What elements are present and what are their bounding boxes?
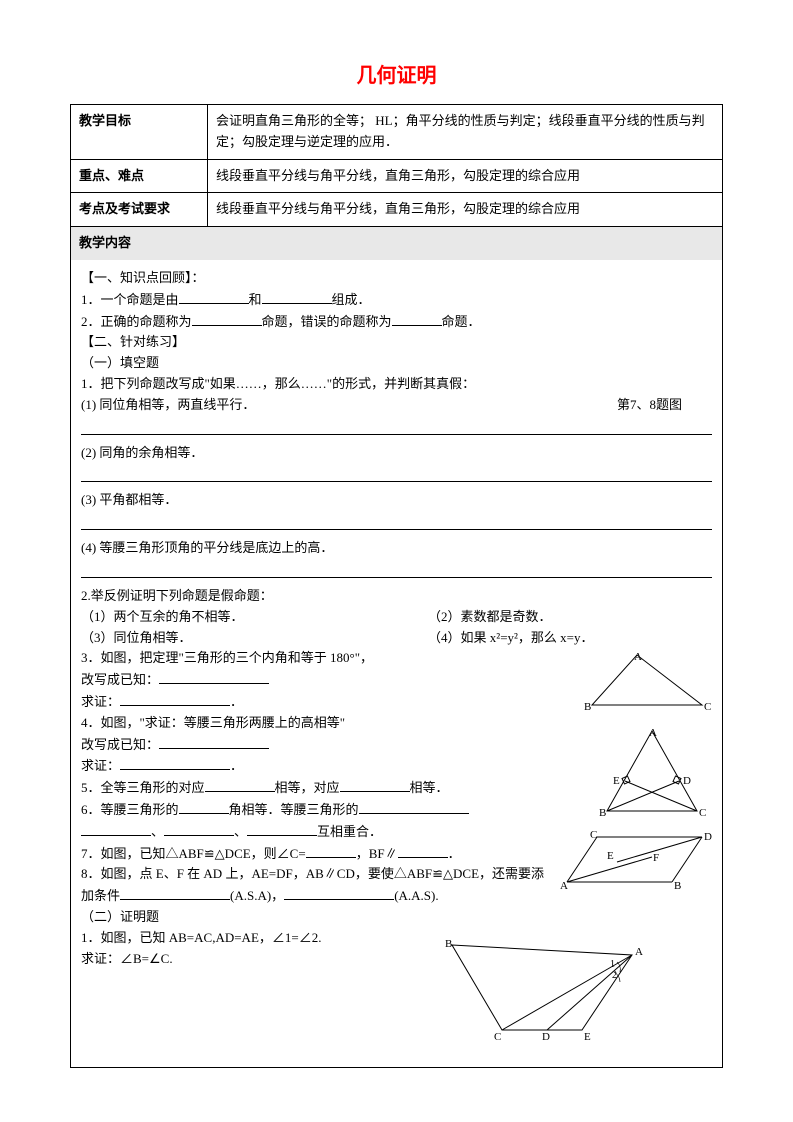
svg-text:C: C bbox=[494, 1031, 501, 1043]
fig-q4: A B C E D bbox=[597, 726, 712, 821]
svg-text:E: E bbox=[607, 850, 614, 862]
blank bbox=[284, 885, 394, 900]
line: 2.举反例证明下列命题是假命题： bbox=[81, 586, 712, 607]
blank bbox=[81, 467, 712, 482]
line: (3) 平角都相等． bbox=[81, 490, 712, 511]
svg-text:B: B bbox=[674, 880, 681, 892]
line: (2) 同角的余角相等． bbox=[81, 443, 712, 464]
blank bbox=[81, 420, 712, 435]
row2-label: 重点、难点 bbox=[71, 159, 208, 193]
blank bbox=[192, 311, 262, 326]
svg-text:D: D bbox=[683, 775, 691, 787]
blank bbox=[81, 563, 712, 578]
fig-proof1: B A C D E 12 bbox=[442, 930, 672, 1045]
blank bbox=[164, 821, 234, 836]
blank bbox=[179, 289, 249, 304]
svg-text:B: B bbox=[445, 938, 452, 950]
row: （1）两个互余的角不相等．（2）素数都是奇数． bbox=[81, 607, 712, 628]
svg-text:A: A bbox=[649, 727, 657, 739]
blank bbox=[120, 691, 230, 706]
blank bbox=[340, 777, 410, 792]
line: （一）填空题 bbox=[81, 353, 712, 374]
fig-q3: A B C bbox=[582, 650, 712, 720]
header-table: 教学目标会证明直角三角形的全等； HL；角平分线的性质与判定；线段垂直平分线的性… bbox=[70, 104, 723, 227]
line: 【一、知识点回顾】： bbox=[81, 268, 712, 289]
svg-text:A: A bbox=[635, 946, 643, 958]
svg-text:E: E bbox=[584, 1031, 591, 1043]
row1-val: 会证明直角三角形的全等； HL；角平分线的性质与判定；线段垂直平分线的性质与判定… bbox=[208, 105, 723, 160]
blank bbox=[205, 777, 275, 792]
line: 【二、针对练习】 bbox=[81, 332, 712, 353]
line: 1．把下列命题改写成"如果……，那么……"的形式，并判断其真假： bbox=[81, 374, 712, 395]
blank bbox=[81, 821, 151, 836]
svg-text:E: E bbox=[613, 775, 620, 787]
section-header: 教学内容 bbox=[70, 227, 723, 260]
content: 【一、知识点回顾】： 1．一个命题是由和组成． 2．正确的命题称为命题，错误的命… bbox=[70, 260, 723, 1068]
page-title: 几何证明 bbox=[70, 60, 723, 92]
line: （二）证明题 bbox=[81, 907, 712, 928]
svg-text:B: B bbox=[584, 701, 591, 713]
svg-text:C: C bbox=[699, 807, 706, 819]
blank bbox=[392, 311, 442, 326]
svg-text:2: 2 bbox=[612, 970, 617, 981]
blank bbox=[262, 289, 332, 304]
svg-text:D: D bbox=[704, 831, 712, 843]
blank bbox=[398, 843, 448, 858]
figure-note: 第7、8题图 bbox=[617, 395, 682, 416]
blank bbox=[120, 885, 230, 900]
row: （3）同位角相等．（4）如果 x²=y²，那么 x=y． bbox=[81, 628, 712, 649]
row2-val: 线段垂直平分线与角平分线，直角三角形，勾股定理的综合应用 bbox=[208, 159, 723, 193]
line: (4) 等腰三角形顶角的平分线是底边上的高． bbox=[81, 538, 712, 559]
svg-text:F: F bbox=[653, 852, 659, 864]
svg-text:D: D bbox=[542, 1031, 550, 1043]
svg-text:A: A bbox=[634, 651, 642, 663]
line: (1) 同位角相等，两直线平行．第7、8题图 bbox=[81, 395, 712, 416]
svg-text:C: C bbox=[704, 701, 711, 713]
blank bbox=[359, 799, 469, 814]
fig-q78: A C D B E F bbox=[557, 827, 712, 897]
row3-val: 线段垂直平分线与角平分线，直角三角形，勾股定理的综合应用 bbox=[208, 193, 723, 227]
blank bbox=[120, 755, 230, 770]
blank bbox=[159, 734, 269, 749]
blank bbox=[247, 821, 317, 836]
blank bbox=[179, 799, 229, 814]
row3-label: 考点及考试要求 bbox=[71, 193, 208, 227]
svg-text:A: A bbox=[560, 880, 568, 892]
svg-text:B: B bbox=[599, 807, 606, 819]
blank bbox=[81, 515, 712, 530]
line: 1．一个命题是由和组成． bbox=[81, 289, 712, 311]
blank bbox=[306, 843, 356, 858]
line: 2．正确的命题称为命题，错误的命题称为命题． bbox=[81, 311, 712, 333]
svg-text:C: C bbox=[590, 829, 597, 841]
blank bbox=[159, 669, 269, 684]
svg-text:1: 1 bbox=[610, 959, 615, 970]
row1-label: 教学目标 bbox=[71, 105, 208, 160]
